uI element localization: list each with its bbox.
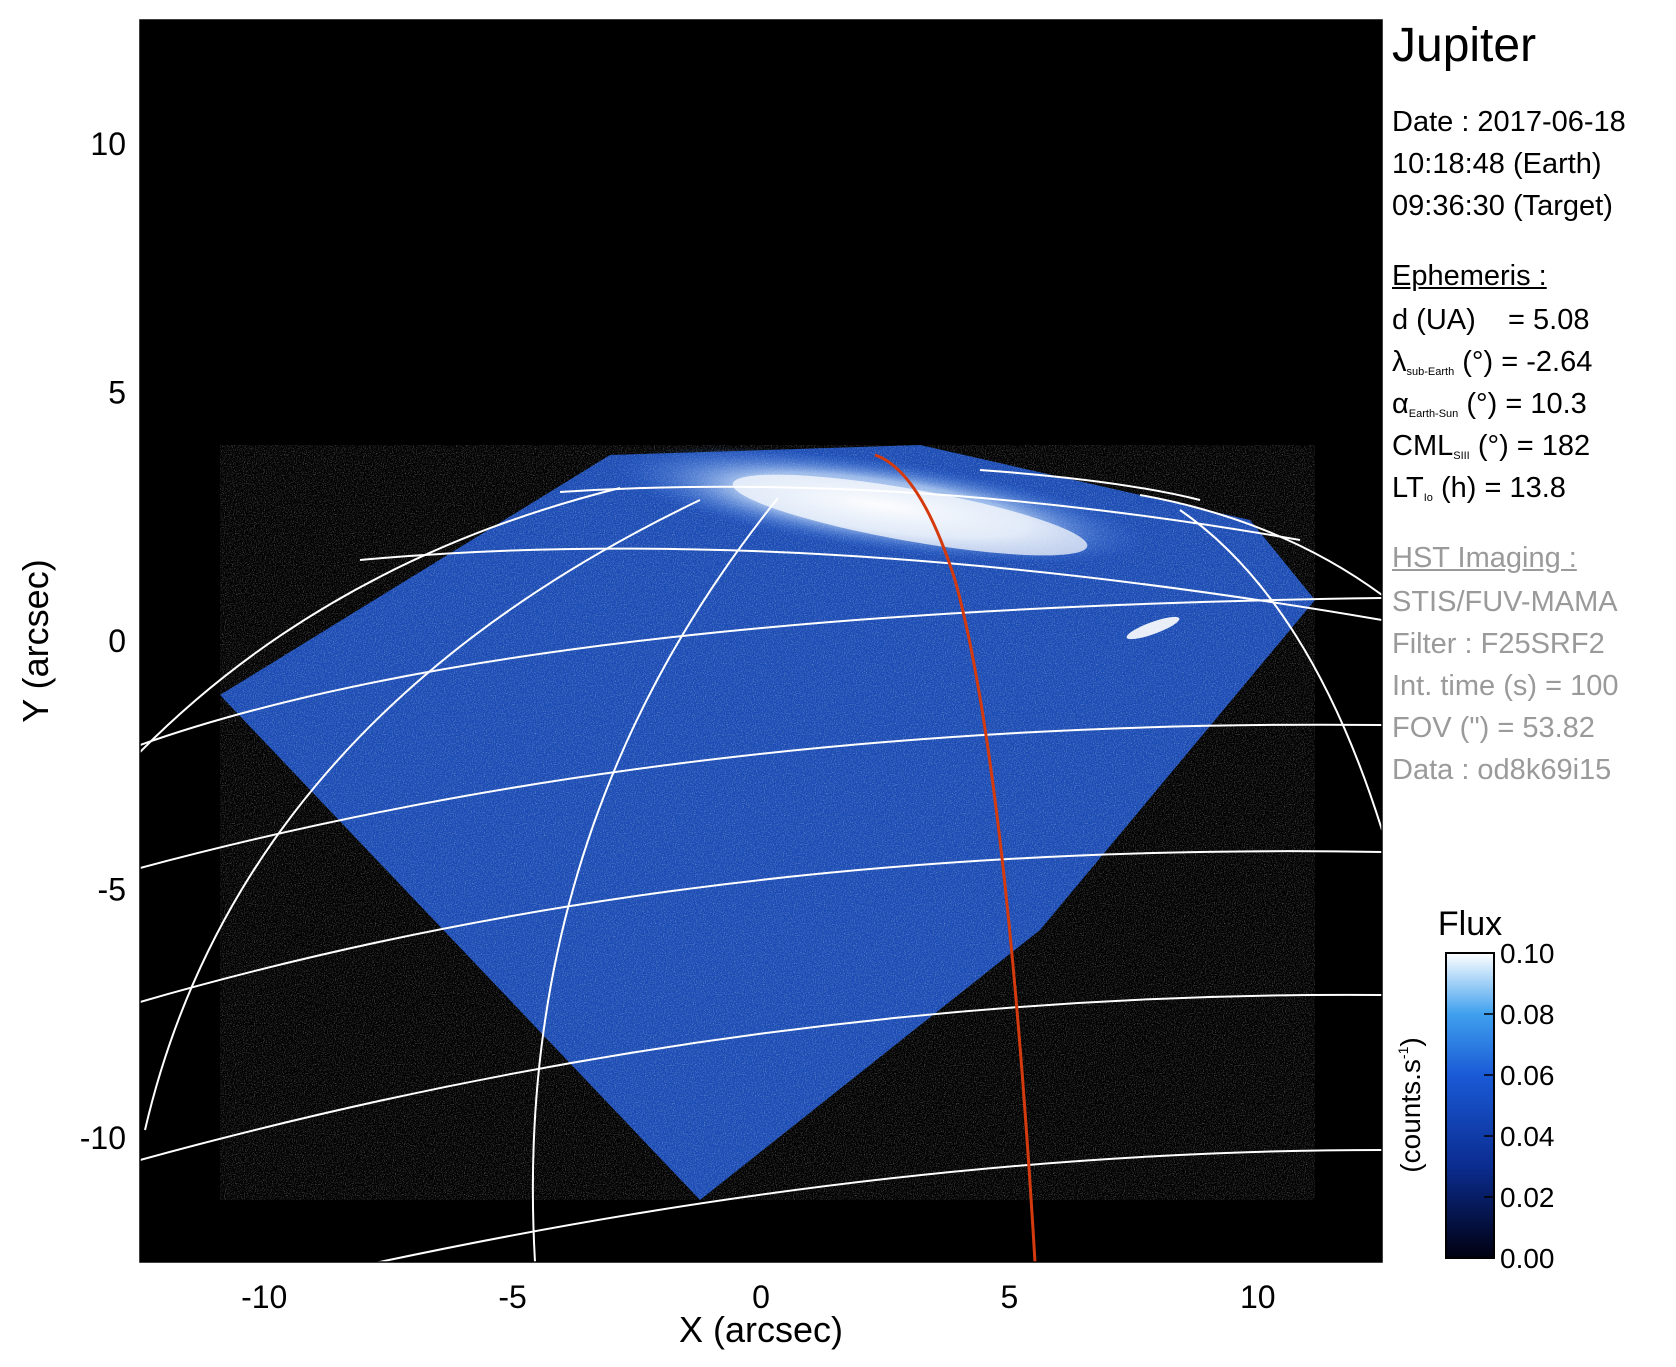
lat-symbol: λ (1392, 346, 1407, 378)
x-ticks: -10 -5 0 5 10 (241, 20, 1276, 1315)
io-footprint (1126, 616, 1180, 640)
planet-name: Jupiter (1392, 19, 1537, 72)
phase-subscript: Earth-Sun (1408, 408, 1459, 420)
auroral-oval-core (732, 474, 1088, 556)
colorbar (1445, 952, 1495, 1259)
y-tick-label: -5 (98, 871, 126, 907)
ephemeris-cml: CMLSIII (°) = 182 (1392, 432, 1590, 462)
hst-filter: Filter : F25SRF2 (1392, 628, 1605, 660)
x-axis-label: X (arcsec) (679, 1309, 843, 1350)
hst-heading: HST Imaging : (1392, 542, 1577, 574)
grid-line (1179, 509, 1382, 831)
y-axis-label: Y (arcsec) (15, 559, 56, 722)
colorbar-units: (counts.s-1) (1395, 1037, 1426, 1172)
grid-line (374, 1149, 1382, 1262)
x-tick-label: -10 (241, 1279, 287, 1315)
colorbar-tick-label: 0.08 (1500, 999, 1555, 1030)
colorbar-tick-label: 0.04 (1500, 1121, 1555, 1152)
earth-time: 10:18:48 (Earth) (1392, 148, 1602, 180)
grid-line (359, 547, 1382, 621)
grid-line (144, 499, 701, 1131)
grid-line (140, 597, 1382, 746)
x-tick-label: 5 (1001, 1279, 1019, 1315)
lat-subscript: sub-Earth (1406, 366, 1455, 378)
x-tick-label: -5 (498, 1279, 526, 1315)
lat-lon-grid (140, 469, 1382, 1262)
grid-line (140, 993, 1382, 1161)
cml-symbol: CML (1392, 430, 1454, 462)
target-time: 09:36:30 (Target) (1392, 190, 1613, 222)
distance-value: = 5.08 (1508, 304, 1590, 336)
lat-value: (°) = -2.64 (1462, 346, 1593, 378)
ephemeris-latitude: λsub-Earth (°) = -2.64 (1392, 348, 1592, 378)
hst-int-time: Int. time (s) = 100 (1392, 670, 1619, 702)
colorbar-ticks: 0.10 0.08 0.06 0.04 0.02 0.00 (1484, 938, 1555, 1274)
hst-fov: FOV (") = 53.82 (1392, 712, 1595, 744)
distance-label: d (UA) (1392, 304, 1476, 336)
y-tick-label: 0 (108, 623, 126, 659)
phase-symbol: α (1392, 388, 1409, 420)
colorbar-tick-label: 0.06 (1500, 1060, 1555, 1091)
y-tick-label: 5 (108, 375, 126, 411)
lt-value: (h) = 13.8 (1440, 472, 1566, 504)
x-tick-label: 10 (1240, 1279, 1276, 1315)
emission-texture (220, 445, 1315, 1200)
grid-line (531, 497, 779, 1262)
grid-line (559, 485, 1301, 541)
grid-line (1139, 494, 1382, 596)
date-line: Date : 2017-06-18 (1392, 106, 1626, 138)
grid-line (979, 469, 1201, 501)
grid-line (140, 723, 1382, 869)
ephemeris-distance: d (UA) = 5.08 (1392, 306, 1589, 335)
colorbar-tick-label: 0.00 (1500, 1243, 1555, 1274)
lt-subscript: Io (1423, 492, 1433, 504)
io-footpath-curve (874, 453, 1037, 1262)
cml-value: (°) = 182 (1477, 430, 1591, 462)
colorbar-title: Flux (1438, 905, 1502, 943)
x-tick-label: 0 (752, 1279, 770, 1315)
lt-symbol: LT (1392, 472, 1424, 504)
ephemeris-phase: αEarth-Sun (°) = 10.3 (1392, 390, 1587, 420)
colorbar-tick-label: 0.10 (1500, 938, 1555, 969)
ephemeris-local-time: LTIo (h) = 13.8 (1392, 474, 1566, 504)
ephemeris-heading: Ephemeris : (1392, 260, 1547, 292)
grid-line (140, 487, 621, 753)
hst-instrument: STIS/FUV-MAMA (1392, 586, 1618, 618)
y-ticks: -10 -5 0 5 10 (80, 126, 1382, 1156)
y-tick-label: 10 (90, 126, 126, 162)
grid-line (140, 850, 1382, 1003)
colorbar-tick-label: 0.02 (1500, 1182, 1555, 1213)
cml-subscript: SIII (1453, 450, 1470, 462)
hst-data-id: Data : od8k69i15 (1392, 754, 1612, 786)
y-tick-label: -10 (80, 1120, 126, 1156)
phase-value: (°) = 10.3 (1466, 388, 1587, 420)
